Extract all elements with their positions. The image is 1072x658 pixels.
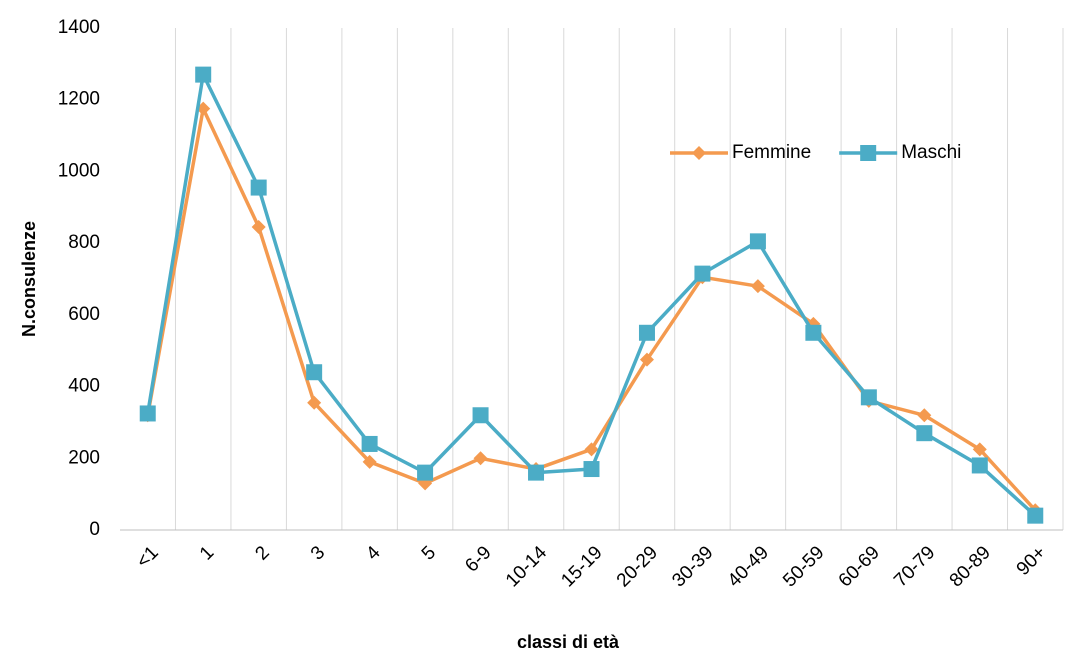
data-point bbox=[749, 233, 766, 250]
x-tick-label: 15-19 bbox=[557, 542, 606, 591]
data-point bbox=[916, 425, 933, 442]
legend-marker bbox=[860, 145, 877, 161]
x-tick-label: 4 bbox=[362, 542, 385, 565]
data-point bbox=[528, 464, 545, 481]
data-point bbox=[250, 179, 267, 196]
x-tick-label: 80-89 bbox=[946, 542, 995, 591]
y-axis-title: N.consulenze bbox=[19, 221, 39, 337]
x-tick-label: 70-79 bbox=[890, 542, 939, 591]
data-point bbox=[971, 457, 988, 474]
x-tick-label: 40-49 bbox=[724, 542, 773, 591]
y-tick-label: 600 bbox=[68, 304, 100, 325]
legend-marker bbox=[692, 146, 706, 160]
y-tick-label: 1400 bbox=[58, 17, 100, 38]
data-point bbox=[583, 461, 600, 478]
data-point bbox=[694, 265, 711, 282]
data-point bbox=[639, 352, 654, 367]
data-point bbox=[584, 442, 599, 457]
data-point bbox=[860, 389, 877, 406]
y-tick-label: 400 bbox=[68, 376, 100, 397]
x-tick-label: 2 bbox=[251, 542, 273, 564]
data-point bbox=[972, 442, 987, 457]
data-point bbox=[251, 220, 266, 235]
y-tick-label: 1000 bbox=[58, 160, 100, 181]
y-tick-label: 0 bbox=[89, 519, 100, 540]
y-tick-label: 800 bbox=[68, 232, 100, 253]
data-point bbox=[362, 454, 377, 469]
data-point bbox=[417, 464, 434, 481]
x-tick-label: 20-29 bbox=[613, 542, 662, 591]
x-tick-label: 10-14 bbox=[502, 542, 552, 592]
data-point bbox=[473, 451, 488, 466]
x-tick-label: 90+ bbox=[1013, 542, 1051, 580]
x-tick-label: 30-39 bbox=[668, 542, 717, 591]
data-point bbox=[361, 435, 378, 452]
x-tick-label: 50-59 bbox=[779, 542, 828, 591]
legend-label: Femmine bbox=[732, 142, 811, 163]
y-tick-label: 200 bbox=[68, 447, 100, 468]
x-tick-label: 1 bbox=[196, 542, 218, 564]
x-axis-title: classi di età bbox=[517, 632, 620, 652]
data-point bbox=[750, 279, 765, 294]
data-point bbox=[917, 408, 932, 423]
data-point bbox=[139, 405, 156, 422]
data-point bbox=[638, 324, 655, 341]
y-tick-label: 1200 bbox=[58, 89, 100, 110]
data-point bbox=[805, 324, 822, 341]
x-tick-label: 3 bbox=[307, 542, 329, 564]
legend-label: Maschi bbox=[901, 142, 961, 163]
x-tick-label: <1 bbox=[133, 542, 163, 572]
x-tick-label: 5 bbox=[418, 542, 440, 564]
x-tick-label: 60-69 bbox=[835, 542, 884, 591]
data-point bbox=[1027, 507, 1044, 524]
x-tick-label: 6-9 bbox=[461, 542, 495, 576]
data-point bbox=[306, 364, 323, 381]
data-point bbox=[195, 66, 212, 83]
data-point bbox=[307, 395, 322, 410]
data-point bbox=[472, 407, 489, 424]
